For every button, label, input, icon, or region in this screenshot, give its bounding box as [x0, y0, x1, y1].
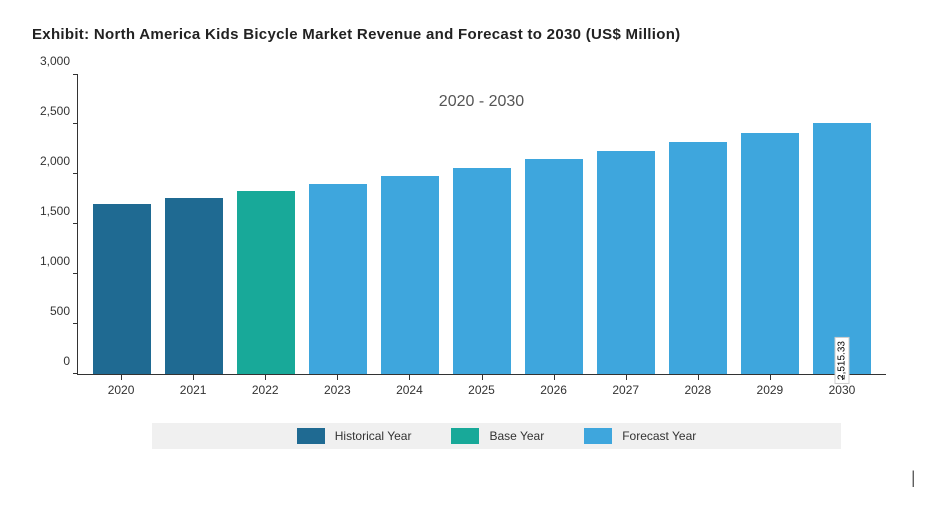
- legend-label: Historical Year: [335, 429, 412, 443]
- bar-slot: [662, 75, 734, 374]
- y-tick-label: 3,000: [40, 54, 70, 68]
- bar: [93, 204, 151, 373]
- y-tick-mark: [73, 323, 78, 324]
- bars-container: 2,515.33: [78, 75, 886, 374]
- y-tick-mark: [73, 273, 78, 274]
- x-axis: 2020202120222023202420252026202720282029…: [77, 375, 886, 405]
- bar: [741, 133, 799, 373]
- y-tick-label: 500: [50, 304, 70, 318]
- bar: [453, 168, 511, 373]
- bar-slot: [374, 75, 446, 374]
- bar-slot: [446, 75, 518, 374]
- bar-slot: [590, 75, 662, 374]
- y-tick-mark: [73, 223, 78, 224]
- bar: [237, 191, 295, 373]
- legend-item: Base Year: [451, 428, 544, 444]
- x-tick-label: 2027: [590, 375, 662, 405]
- bar: [165, 198, 223, 373]
- x-tick-label: 2023: [301, 375, 373, 405]
- bar-slot: [158, 75, 230, 374]
- y-tick-label: 1,000: [40, 254, 70, 268]
- chart-area: 2020 - 2030 05001,0001,5002,0002,5003,00…: [77, 75, 886, 405]
- bar-slot: [86, 75, 158, 374]
- bar: [597, 151, 655, 373]
- bar-slot: [302, 75, 374, 374]
- bar: [525, 159, 583, 373]
- legend-item: Historical Year: [297, 428, 412, 444]
- x-tick-label: 2024: [373, 375, 445, 405]
- x-tick-label: 2020: [85, 375, 157, 405]
- y-tick-mark: [73, 173, 78, 174]
- chart-title: Exhibit: North America Kids Bicycle Mark…: [32, 24, 901, 47]
- bar: [309, 184, 367, 373]
- y-tick-mark: [73, 373, 78, 374]
- x-tick-label: 2025: [445, 375, 517, 405]
- legend-swatch: [297, 428, 325, 444]
- x-tick-label: 2021: [157, 375, 229, 405]
- x-tick-label: 2030: [806, 375, 878, 405]
- bar: 2,515.33: [813, 123, 871, 374]
- bar-slot: [230, 75, 302, 374]
- legend-swatch: [451, 428, 479, 444]
- legend-label: Forecast Year: [622, 429, 696, 443]
- bar-slot: [518, 75, 590, 374]
- bar: [381, 176, 439, 373]
- bar: [669, 142, 727, 373]
- legend-swatch: [584, 428, 612, 444]
- bar-slot: 2,515.33: [806, 75, 878, 374]
- y-tick-mark: [73, 74, 78, 75]
- text-cursor: |: [911, 467, 915, 488]
- x-tick-label: 2028: [662, 375, 734, 405]
- y-tick-label: 2,000: [40, 154, 70, 168]
- bar-slot: [734, 75, 806, 374]
- plot-area: 2,515.33: [77, 75, 886, 375]
- x-tick-label: 2026: [518, 375, 590, 405]
- y-tick-label: 2,500: [40, 104, 70, 118]
- x-tick-label: 2029: [734, 375, 806, 405]
- y-tick-mark: [73, 123, 78, 124]
- legend: Historical Year Base Year Forecast Year: [152, 423, 841, 449]
- x-tick-label: 2022: [229, 375, 301, 405]
- y-tick-label: 0: [63, 354, 70, 368]
- y-tick-label: 1,500: [40, 204, 70, 218]
- y-axis: 05001,0001,5002,0002,5003,000: [27, 75, 72, 375]
- legend-label: Base Year: [489, 429, 544, 443]
- legend-item: Forecast Year: [584, 428, 696, 444]
